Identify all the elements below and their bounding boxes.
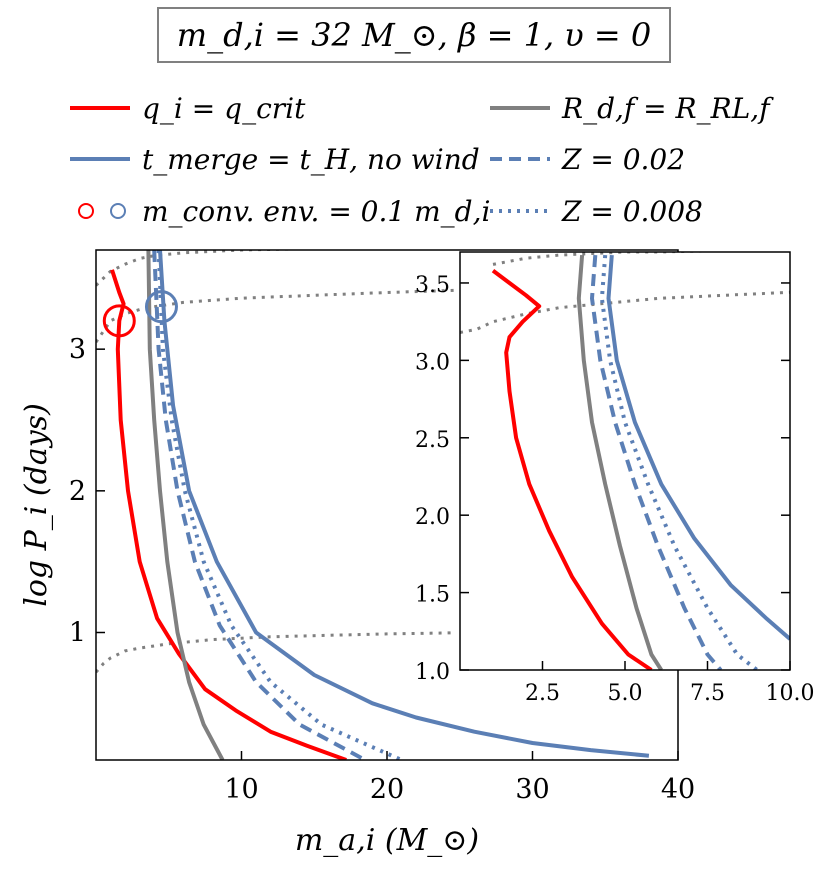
inset-series-qcrit [491, 269, 653, 670]
main-ticks-group: 10 20 30 40 1 2 3 [69, 334, 695, 805]
legend-label-convenv: m_conv. env. = 0.1 m_d,i [142, 195, 490, 228]
main-ytick-label: 3 [69, 334, 86, 365]
chart-title: m_d,i = 32 M_⊙, β = 1, υ = 0 [177, 16, 652, 54]
inset-ytick-label: 1.5 [415, 583, 450, 608]
legend-label-radius: R_d,f = R_RL,f [561, 92, 774, 125]
inset-series-merge_z002 [590, 254, 723, 670]
main-series-group [96, 250, 650, 760]
inset-series-merge_nowind [606, 254, 790, 641]
main-xtick-label: 20 [370, 774, 404, 805]
inset-series-wind_upper [460, 290, 790, 334]
inset-series-group [460, 252, 790, 670]
main-series-qcrit [110, 269, 347, 760]
inset-xtick-label: 7.5 [690, 681, 725, 706]
main-ytick-label: 1 [69, 618, 86, 649]
inset-ytick-label: 2.5 [415, 428, 450, 453]
main-xtick-label: 10 [224, 774, 258, 805]
inset-plot: 2.5 5.0 7.5 10.0 1.0 1.5 2.0 2.5 3.0 3.5 [415, 251, 814, 706]
title-box [157, 7, 671, 63]
inset-xtick-label: 2.5 [525, 681, 560, 706]
inset-xtick-label: 10.0 [766, 681, 815, 706]
main-ytick-label: 2 [69, 476, 86, 507]
main-plot: 10 20 30 40 1 2 3 [69, 249, 695, 805]
legend-circle-red [78, 203, 94, 219]
legend: q_i = q_crit t_merge = t_H, no wind m_co… [70, 92, 774, 228]
legend-label-merge: t_merge = t_H, no wind [142, 143, 480, 176]
inset-xtick-label: 5.0 [608, 681, 643, 706]
legend-label-z002: Z = 0.02 [561, 143, 685, 176]
inset-background [456, 252, 790, 670]
main-series-merge_z002 [152, 250, 367, 760]
inset-ytick-label: 2.0 [415, 505, 450, 530]
main-series-merge_z0008 [156, 250, 403, 760]
legend-label-qcrit: q_i = q_crit [142, 92, 306, 125]
inset-ytick-label: 1.0 [415, 660, 450, 685]
legend-label-z0008: Z = 0.008 [561, 195, 703, 228]
inset-series-radius [576, 254, 663, 670]
main-xtick-label: 40 [661, 774, 695, 805]
main-series-wind_upper [96, 250, 320, 287]
legend-circle-blue [110, 203, 126, 219]
main-marker-circle-1 [144, 290, 178, 324]
main-series-merge_nowind [158, 250, 650, 758]
x-axis-title: m_a,i (M_⊙) [295, 823, 479, 858]
inset-ytick-label: 3.5 [415, 273, 450, 298]
inset-series-merge_z0008 [599, 254, 759, 670]
inset-ytick-label: 3.0 [415, 350, 450, 375]
y-axis-title: log P_i (days) [19, 403, 54, 607]
main-xtick-label: 30 [515, 774, 549, 805]
main-series-radius [146, 250, 225, 760]
main-marker-circle-0 [102, 304, 136, 338]
inset-ticks-group: 2.5 5.0 7.5 10.0 1.0 1.5 2.0 2.5 3.0 3.5 [415, 273, 814, 706]
